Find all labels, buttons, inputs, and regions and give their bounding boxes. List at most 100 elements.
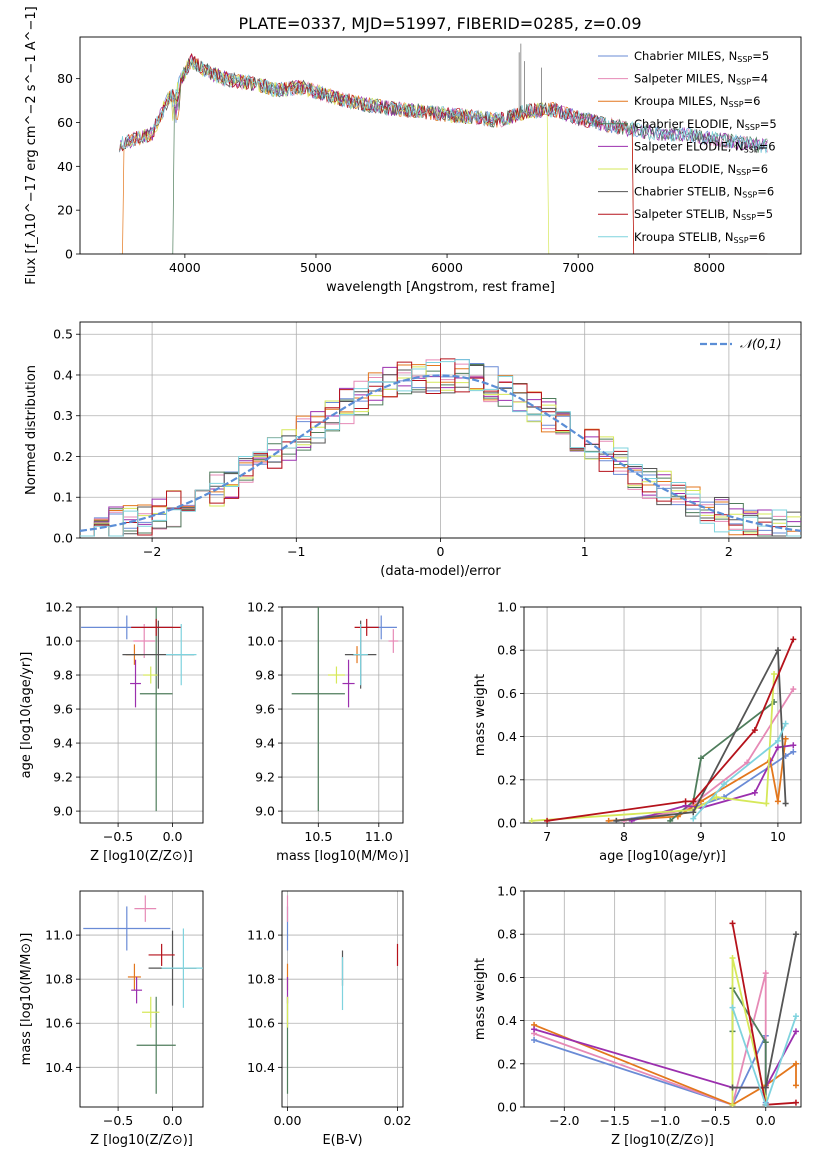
axes-frame: [523, 890, 802, 1108]
weight-marker: [729, 1004, 736, 1011]
legend-value: =4: [751, 72, 768, 86]
histograms: [80, 358, 801, 537]
y-axis-label: age [log10(age/yr)]: [19, 652, 34, 779]
y-tick-label: 9.2: [255, 770, 275, 785]
weight-line: [531, 673, 775, 822]
weight-marker: [613, 817, 620, 823]
y-tick-label: 40: [57, 159, 73, 174]
x-axis-label: wavelength [Angstrom, rest frame]: [326, 280, 555, 295]
legend-label: Chabrier STELIB, NSSP=6: [634, 185, 774, 200]
x-tick-label: 1: [581, 544, 589, 559]
y-tick-label: 20: [57, 203, 73, 218]
legend-label: Kroupa STELIB, NSSP=6: [634, 230, 765, 245]
spectrum-legend: Chabrier MILES, NSSP=5 Salpeter MILES, NS…: [598, 49, 777, 245]
y-tick-label: 10.0: [247, 634, 275, 649]
weight-marker: [774, 647, 781, 654]
legend-value: =6: [749, 230, 766, 244]
y-tick-label: 1.0: [497, 600, 517, 615]
axes-frame: [523, 606, 802, 824]
weight_vs_Z-panel: −2.0 −1.5 −1.0 −0.5 0.0 0.0 0.2 0.4 0.6 0.8 1.0 Z […: [473, 884, 802, 1148]
y-axis-label: mass [log10(M/M⊙)]: [19, 933, 34, 1066]
weight-marker: [729, 954, 736, 961]
x-axis-label: age [log10(age/yr)]: [599, 849, 726, 864]
weight-lines: [531, 920, 799, 1107]
y-tick-label: 9.6: [255, 702, 275, 717]
y-tick-label: 0.2: [53, 449, 73, 464]
x-tick-label: 0.02: [384, 1113, 412, 1128]
legend-subscript: SSP: [745, 123, 760, 132]
legend-label: Salpeter ELODIE, NSSP=6: [634, 139, 776, 154]
y-tick-label: 0.2: [497, 1056, 517, 1071]
weight-line: [608, 738, 787, 822]
legend-label: Kroupa MILES, NSSP=6: [634, 94, 760, 109]
y-tick-label: 0.0: [497, 1100, 517, 1115]
x-tick-label: 0: [437, 544, 445, 559]
y-tick-label: 10.0: [45, 634, 73, 649]
y-tick-label: 10.8: [45, 972, 73, 987]
x-tick-label: 7: [543, 829, 551, 844]
y-axis-label: Normed distribution: [24, 365, 39, 495]
y-axis-label: mass weight: [473, 674, 488, 756]
mass_vs_ebv-panel: 0.00 0.02 10.4 10.6 10.8 11.0 E(B-V): [247, 890, 412, 1148]
y-tick-label: 9.0: [255, 804, 275, 819]
legend-subscript: SSP: [734, 236, 749, 245]
legend-label: Kroupa ELODIE, NSSP=6: [634, 162, 768, 177]
weight-marker: [531, 1037, 538, 1044]
x-tick-label: 0.0: [163, 829, 183, 844]
x-tick-label: 11.0: [365, 829, 393, 844]
y-tick-label: 10.4: [247, 1060, 275, 1075]
x-tick-label: 6000: [431, 260, 463, 275]
axes-frame: [79, 321, 802, 539]
weight-marker: [531, 1026, 538, 1033]
spectrum-lines: [118, 43, 768, 254]
x-tick-label: 9: [697, 829, 705, 844]
legend-label: Salpeter MILES, NSSP=4: [634, 72, 768, 87]
y-tick-label: 9.8: [53, 668, 73, 683]
x-tick-label: 8000: [693, 260, 725, 275]
weight-marker: [690, 815, 697, 822]
x-tick-label: −1.0: [650, 1113, 680, 1128]
y-axis-label: mass weight: [473, 958, 488, 1040]
weight-marker: [721, 781, 728, 788]
legend-subscript: SSP: [736, 168, 751, 177]
y-tick-label: 0.6: [497, 686, 517, 701]
y-tick-label: 9.4: [255, 736, 275, 751]
weight-line: [731, 923, 797, 1106]
axes-frame: [281, 606, 404, 824]
legend-label: Chabrier MILES, NSSP=5: [634, 49, 769, 64]
legend-subscript: SSP: [729, 100, 744, 109]
weight-marker: [605, 817, 612, 823]
weight-marker: [697, 755, 704, 762]
x-tick-label: −2: [143, 544, 161, 559]
weight-marker: [790, 748, 797, 755]
y-tick-label: 1.0: [497, 884, 517, 899]
histogram-step: [80, 359, 801, 537]
spectrum-line: [118, 57, 768, 154]
legend-value: =6: [744, 94, 761, 108]
y-tick-label: 0.4: [497, 1013, 517, 1028]
weight-marker: [713, 794, 720, 801]
y-tick-label: 11.0: [247, 928, 275, 943]
x-axis-label: Z [log10(Z/Z⊙)]: [90, 1133, 193, 1148]
y-tick-label: 9.4: [53, 736, 73, 751]
y-tick-label: 0.4: [53, 367, 73, 382]
spectrum-line: [119, 58, 768, 254]
x-axis-label: Z [log10(Z/Z⊙)]: [90, 849, 193, 864]
weight-line: [692, 723, 787, 820]
y-tick-label: 11.0: [45, 928, 73, 943]
y-axis-label: Flux [f_λ10^−17 erg cm^−2 s^−1 A^−1]: [24, 6, 39, 284]
weight-marker: [690, 809, 697, 816]
axes-frame: [79, 890, 204, 1108]
weight-marker: [667, 817, 674, 823]
axes-frame: [79, 606, 204, 824]
normal-reference-curve: [80, 374, 801, 532]
y-tick-label: 9.2: [53, 770, 73, 785]
y-tick-label: 0.4: [497, 729, 517, 744]
weight-marker: [792, 1028, 799, 1035]
weight-marker: [751, 789, 758, 796]
axes-frame: [79, 36, 802, 255]
y-tick-label: 80: [57, 71, 73, 86]
weight-marker: [751, 727, 758, 734]
weight-marker: [792, 1099, 799, 1106]
weight-marker: [774, 737, 781, 744]
